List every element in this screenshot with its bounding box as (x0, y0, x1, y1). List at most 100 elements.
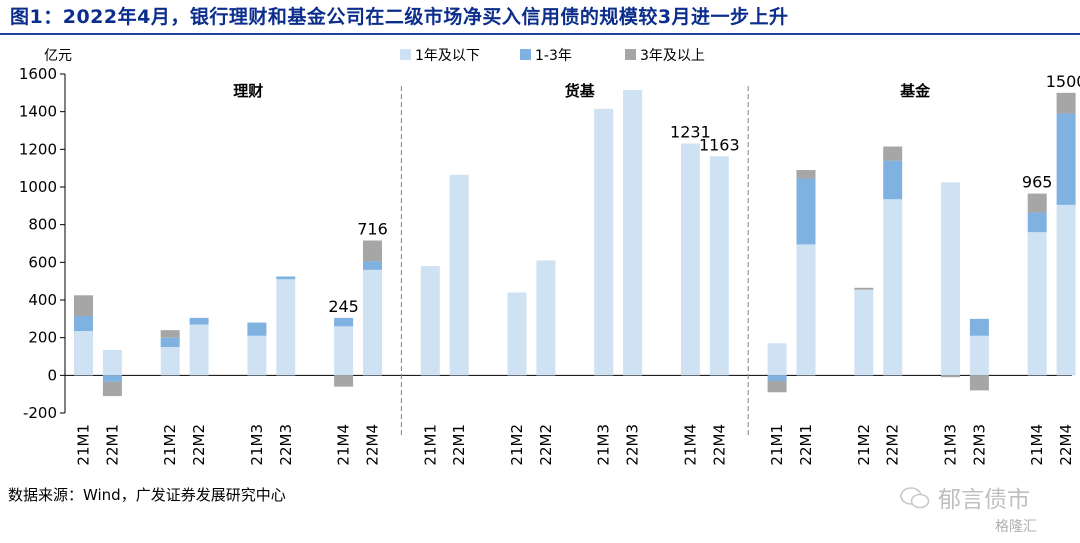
y-tick-label: 600 (28, 253, 57, 271)
bar-segment-1 (276, 279, 296, 376)
legend-swatch (520, 49, 531, 60)
x-tick-label: 22M3 (277, 424, 295, 466)
bar-segment-1 (536, 260, 556, 376)
bar-segment-2 (767, 375, 787, 381)
x-tick-label: 21M4 (1028, 424, 1046, 466)
bar-segment-3 (941, 375, 960, 378)
x-tick-label: 21M1 (768, 424, 786, 466)
data-label: 1231 (670, 122, 711, 141)
bar-segment-1 (854, 289, 874, 376)
y-tick-label: 1400 (19, 103, 57, 121)
legend-label: 3年及以上 (640, 48, 705, 64)
bar-segment-3 (883, 146, 903, 161)
bar-segment-1 (420, 266, 440, 376)
bar-segment-2 (247, 322, 267, 336)
x-tick-label: 22M1 (103, 424, 121, 466)
bar-segment-3 (1056, 92, 1076, 114)
y-axis-label: 亿元 (44, 48, 72, 64)
bar-segment-1 (189, 324, 209, 376)
bar-segment-1 (594, 108, 614, 376)
bar-segment-2 (883, 160, 903, 200)
bar-segment-1 (507, 292, 527, 376)
y-tick-label: 0 (47, 366, 57, 384)
x-tick-label: 22M4 (364, 424, 382, 466)
x-tick-label: 22M1 (797, 424, 815, 466)
bar-segment-1 (623, 90, 643, 376)
data-label: 1163 (699, 135, 740, 154)
bar-segment-1 (796, 244, 816, 376)
bar-segment-1 (1027, 232, 1047, 376)
group-label: 基金 (899, 82, 931, 100)
bar-segment-1 (709, 156, 729, 376)
title-divider (0, 33, 1080, 35)
legend-label: 1-3年 (535, 48, 572, 64)
group-label: 货基 (565, 82, 596, 100)
x-tick-label: 21M4 (681, 424, 699, 466)
legend-swatch (625, 49, 636, 60)
y-tick-label: 200 (28, 329, 57, 347)
bar-segment-2 (74, 316, 93, 332)
x-tick-label: 22M2 (537, 424, 555, 466)
bar-segment-3 (102, 381, 122, 397)
bar-segment-3 (160, 330, 180, 338)
bar-segment-1 (363, 269, 382, 376)
bar-segment-3 (334, 375, 354, 387)
data-label: 965 (1022, 173, 1053, 192)
bar-segment-3 (363, 240, 382, 262)
x-tick-label: 21M3 (248, 424, 266, 466)
bar-segment-3 (1027, 193, 1047, 213)
bar-segment-1 (767, 343, 787, 376)
bar-segment-2 (1027, 212, 1047, 233)
y-tick-label: 1000 (19, 178, 57, 196)
bar-segment-2 (334, 317, 354, 327)
wechat-icon (900, 487, 930, 509)
y-tick-label: 1600 (19, 65, 57, 83)
bar-segment-1 (1056, 204, 1076, 376)
legend-label: 1年及以下 (415, 48, 480, 64)
group-label: 理财 (233, 82, 263, 100)
x-tick-label: 21M2 (855, 424, 873, 466)
bar-segment-2 (276, 276, 296, 280)
x-tick-label: 21M3 (942, 424, 960, 466)
bar-segment-1 (160, 347, 180, 376)
x-tick-label: 21M2 (508, 424, 526, 466)
x-tick-label: 22M4 (710, 424, 728, 466)
bar-segment-2 (189, 317, 209, 325)
bar-segment-3 (767, 380, 787, 393)
bar-segment-2 (363, 261, 382, 270)
x-tick-label: 22M3 (624, 424, 642, 466)
bar-segment-3 (969, 375, 989, 391)
bar-segment-1 (883, 199, 903, 376)
x-tick-label: 22M4 (1057, 424, 1075, 466)
source-note: 数据来源：Wind，广发证券发展研究中心 (8, 486, 286, 504)
data-label: 1500 (1046, 72, 1080, 91)
bar-segment-2 (796, 178, 816, 245)
watermark-sub: 格隆汇 (995, 519, 1037, 535)
watermark-text: 郁言债市 (938, 487, 1030, 513)
x-tick-label: 22M2 (884, 424, 902, 466)
x-tick-label: 22M2 (190, 424, 208, 466)
bar-segment-2 (969, 318, 989, 336)
bar-segment-2 (1056, 113, 1076, 205)
chart-title: 图1：2022年4月，银行理财和基金公司在二级市场净买入信用债的规模较3月进一步… (10, 6, 789, 28)
legend-swatch (400, 49, 411, 60)
data-label: 245 (328, 297, 359, 316)
x-tick-label: 21M3 (595, 424, 613, 466)
bar-segment-1 (449, 174, 469, 376)
bar-segment-3 (854, 287, 874, 290)
bar-segment-3 (796, 170, 816, 179)
y-tick-label: 400 (28, 291, 57, 309)
bar-segment-1 (969, 335, 989, 376)
x-tick-label: 21M1 (421, 424, 439, 466)
y-tick-label: -200 (23, 404, 57, 422)
x-tick-label: 21M2 (161, 424, 179, 466)
bar-segment-1 (74, 331, 93, 376)
y-tick-label: 800 (28, 216, 57, 234)
bar-segment-1 (334, 326, 354, 376)
bar-segment-2 (160, 337, 180, 348)
bar-segment-1 (941, 182, 960, 376)
bar-segment-1 (102, 349, 122, 376)
x-tick-label: 21M4 (335, 424, 353, 466)
bar-segment-2 (102, 375, 122, 382)
